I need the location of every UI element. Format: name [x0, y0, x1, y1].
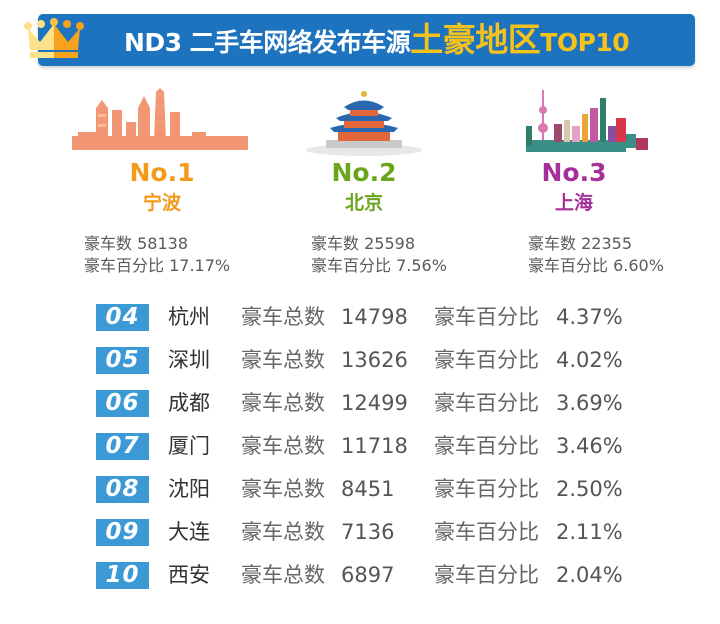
banner-title-prefix: ND3 二手车网络发布车源	[124, 28, 411, 57]
count-value: 25598	[364, 234, 416, 253]
count-label: 豪车总数	[241, 563, 325, 587]
city-name: 大连	[168, 520, 210, 544]
city-name: 北京	[344, 192, 383, 214]
count-label: 豪车总数	[241, 434, 325, 458]
city-name: 宁波	[142, 192, 181, 214]
count-label: 豪车数	[528, 234, 577, 253]
pct-label: 豪车百分比	[434, 305, 539, 329]
list-item: 05 深圳 豪车总数 13626 豪车百分比 4.02%	[0, 347, 720, 377]
list-item: 09 大连 豪车总数 7136 豪车百分比 2.11%	[0, 519, 720, 549]
pct-label: 豪车百分比	[434, 520, 539, 544]
city-name: 沈阳	[168, 477, 210, 501]
pct-value: 2.50%	[556, 477, 623, 501]
rank-badge: 09	[96, 519, 149, 546]
city-name: 西安	[168, 563, 210, 587]
city-name: 厦门	[168, 434, 210, 458]
banner-title-highlight: 土豪地区	[410, 20, 541, 59]
pct-value: 17.17%	[169, 256, 231, 275]
pct-value: 6.60%	[613, 256, 664, 275]
count-value: 8451	[341, 477, 395, 501]
temple-of-heaven-icon	[306, 91, 422, 156]
city-name: 上海	[554, 192, 593, 214]
rank-label: No.1	[129, 158, 195, 187]
luxury-percentage: 豪车百分比 6.60%	[528, 252, 664, 276]
rank-label: No.2	[331, 158, 397, 187]
city-name: 杭州	[168, 305, 210, 329]
shanghai-skyline-icon	[526, 90, 648, 152]
luxury-count: 豪车数 25598	[311, 230, 415, 254]
count-value: 14798	[341, 305, 408, 329]
list-item: 08 沈阳 豪车总数 8451 豪车百分比 2.50%	[0, 476, 720, 506]
rank-badge: 07	[96, 433, 149, 460]
count-label: 豪车数	[84, 234, 133, 253]
rank-badge: 08	[96, 476, 149, 503]
luxury-percentage: 豪车百分比 17.17%	[84, 252, 230, 276]
pct-value: 3.69%	[556, 391, 623, 415]
pct-label: 豪车百分比	[434, 563, 539, 587]
city-name: 成都	[168, 391, 210, 415]
luxury-percentage: 豪车百分比 7.56%	[311, 252, 447, 276]
list-item: 04 杭州 豪车总数 14798 豪车百分比 4.37%	[0, 304, 720, 334]
rank-badge: 04	[96, 304, 149, 331]
rank-badge: 10	[96, 562, 149, 589]
crown-icon	[24, 18, 84, 58]
count-value: 13626	[341, 348, 408, 372]
count-label: 豪车总数	[241, 477, 325, 501]
title-banner: ND3 二手车网络发布车源土豪地区TOP10	[38, 14, 695, 66]
rank-label: No.3	[541, 158, 607, 187]
list-item: 10 西安 豪车总数 6897 豪车百分比 2.04%	[0, 562, 720, 592]
count-value: 12499	[341, 391, 408, 415]
luxury-count: 豪车数 22355	[528, 230, 632, 254]
city-name: 深圳	[168, 348, 210, 372]
banner-title-suffix: TOP10	[540, 28, 630, 57]
count-value: 6897	[341, 563, 395, 587]
count-value: 22355	[581, 234, 633, 253]
rank-badge: 05	[96, 347, 149, 374]
count-label: 豪车总数	[241, 305, 325, 329]
list-item: 07 厦门 豪车总数 11718 豪车百分比 3.46%	[0, 433, 720, 463]
pct-label: 豪车百分比	[434, 348, 539, 372]
pct-value: 7.56%	[396, 256, 447, 275]
pct-label: 豪车百分比	[434, 391, 539, 415]
pct-label: 豪车百分比	[84, 256, 165, 275]
luxury-count: 豪车数 58138	[84, 230, 188, 254]
pct-value: 2.11%	[556, 520, 623, 544]
ningbo-skyline-icon	[72, 88, 248, 150]
count-value: 11718	[341, 434, 408, 458]
count-value: 7136	[341, 520, 395, 544]
pct-value: 4.02%	[556, 348, 623, 372]
list-item: 06 成都 豪车总数 12499 豪车百分比 3.69%	[0, 390, 720, 420]
count-label: 豪车总数	[241, 520, 325, 544]
rank-badge: 06	[96, 390, 149, 417]
count-label: 豪车总数	[241, 391, 325, 415]
count-label: 豪车总数	[241, 348, 325, 372]
count-label: 豪车数	[311, 234, 360, 253]
pct-value: 4.37%	[556, 305, 623, 329]
pct-label: 豪车百分比	[434, 477, 539, 501]
count-value: 58138	[137, 234, 189, 253]
pct-value: 3.46%	[556, 434, 623, 458]
pct-value: 2.04%	[556, 563, 623, 587]
pct-label: 豪车百分比	[528, 256, 609, 275]
pct-label: 豪车百分比	[434, 434, 539, 458]
pct-label: 豪车百分比	[311, 256, 392, 275]
banner-title: ND3 二手车网络发布车源土豪地区TOP10	[124, 14, 630, 66]
